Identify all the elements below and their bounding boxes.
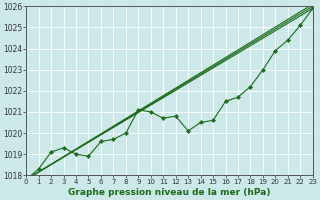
X-axis label: Graphe pression niveau de la mer (hPa): Graphe pression niveau de la mer (hPa) — [68, 188, 271, 197]
